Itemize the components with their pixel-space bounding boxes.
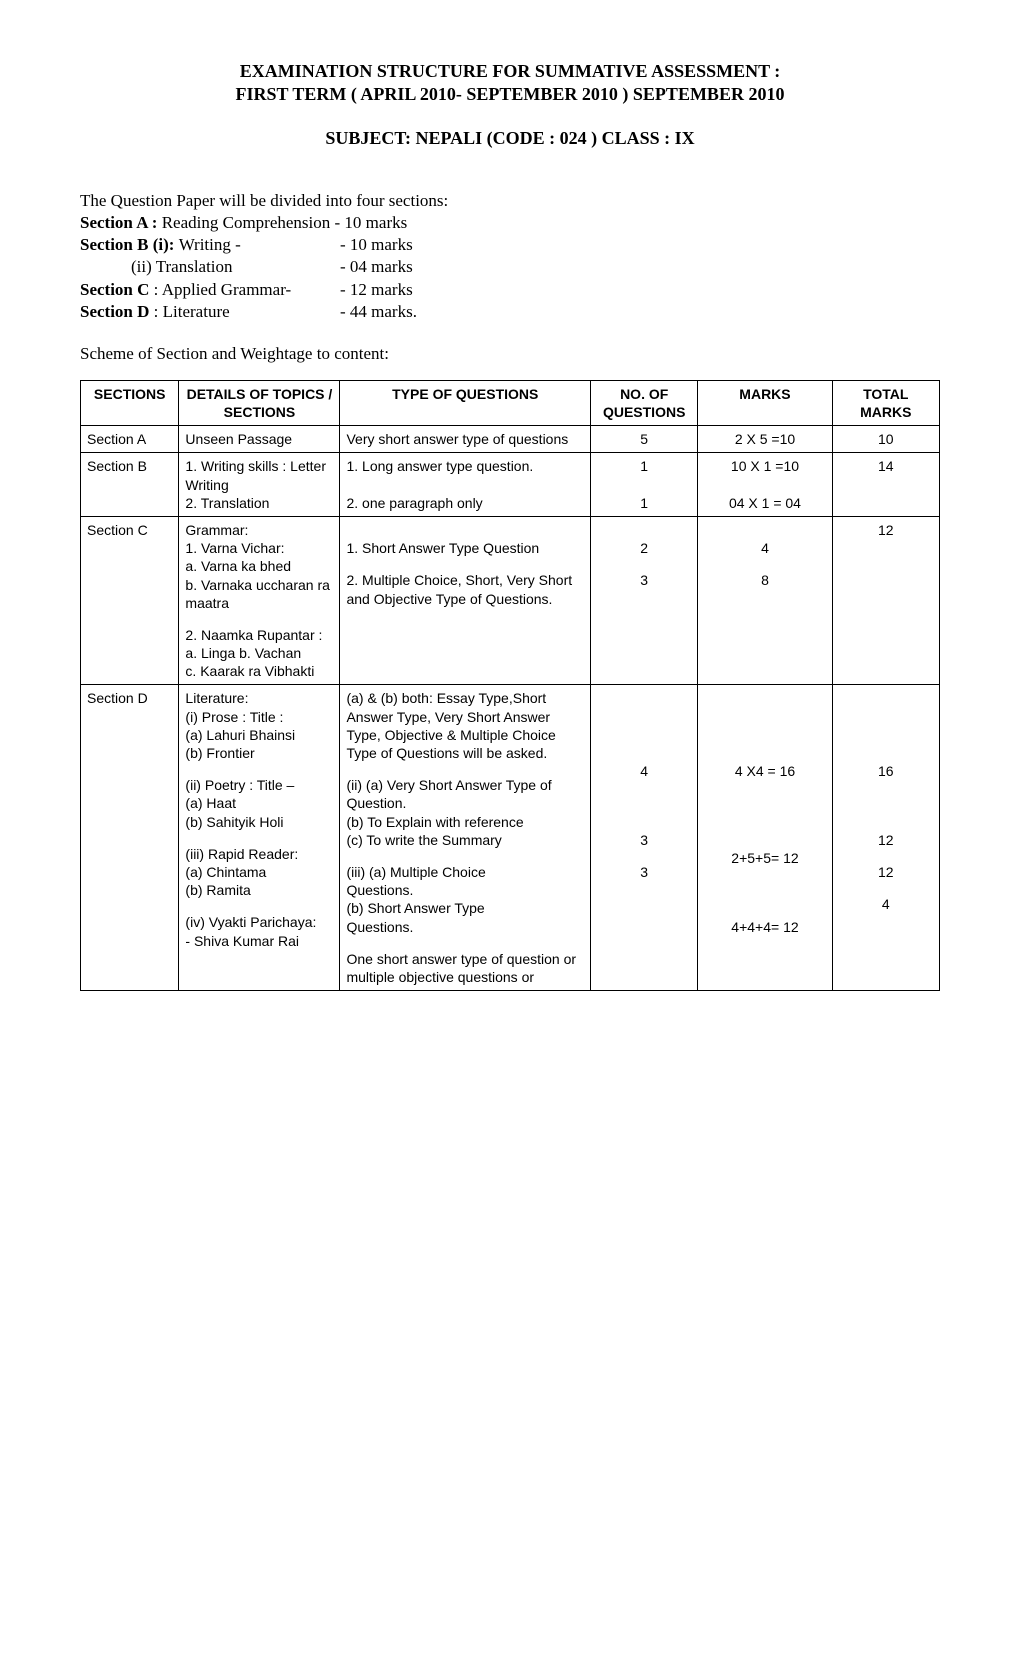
intro-marks: - 44 marks. — [340, 301, 417, 323]
intro-label: Section C : Applied Grammar- — [80, 279, 340, 301]
table-cell: Section D — [81, 685, 179, 991]
table-cell: 10 — [832, 426, 939, 453]
table-cell: Section C — [81, 516, 179, 685]
intro-block: The Question Paper will be divided into … — [80, 190, 940, 323]
intro-marks: - 04 marks — [340, 256, 413, 278]
table-cell: 4 33 — [591, 685, 698, 991]
intro-line: Section B (i): Writing -- 10 marks — [80, 234, 940, 256]
table-cell: Very short answer type of questions — [340, 426, 591, 453]
table-cell: 48 — [698, 516, 832, 685]
table-cell: 16 12124 — [832, 685, 939, 991]
document-title: EXAMINATION STRUCTURE FOR SUMMATIVE ASSE… — [80, 60, 940, 107]
table-cell: 1. Long answer type question. 2. one par… — [340, 453, 591, 517]
table-cell: 14 — [832, 453, 939, 517]
table-cell: Grammar: 1. Varna Vichar: a. Varna ka bh… — [179, 516, 340, 685]
table-cell: (a) & (b) both: Essay Type,Short Answer … — [340, 685, 591, 991]
intro-label: (ii) Translation — [80, 256, 340, 278]
table-cell: Unseen Passage — [179, 426, 340, 453]
table-cell: Section B — [81, 453, 179, 517]
title-line-2: FIRST TERM ( APRIL 2010- SEPTEMBER 2010 … — [80, 83, 940, 106]
table-row: Section B1. Writing skills : Letter Writ… — [81, 453, 940, 517]
th-noq: NO. OF QUESTIONS — [591, 380, 698, 425]
table-cell: 1 1 — [591, 453, 698, 517]
table-cell: 1. Writing skills : Letter Writing 2. Tr… — [179, 453, 340, 517]
table-cell: 1. Short Answer Type Question2. Multiple… — [340, 516, 591, 685]
intro-label: Section A : Reading Comprehension - 10 m… — [80, 212, 407, 234]
table-cell: 2 X 5 =10 — [698, 426, 832, 453]
table-cell: 12 — [832, 516, 939, 685]
table-row: Section DLiterature: (i) Prose : Title :… — [81, 685, 940, 991]
intro-lead: The Question Paper will be divided into … — [80, 190, 940, 212]
table-header-row: SECTIONS DETAILS OF TOPICS / SECTIONS TY… — [81, 380, 940, 425]
scheme-heading: Scheme of Section and Weightage to conte… — [80, 343, 940, 365]
intro-line: Section C : Applied Grammar-- 12 marks — [80, 279, 940, 301]
intro-line: (ii) Translation- 04 marks — [80, 256, 940, 278]
table-row: Section AUnseen PassageVery short answer… — [81, 426, 940, 453]
intro-line: Section A : Reading Comprehension - 10 m… — [80, 212, 940, 234]
table-cell: 5 — [591, 426, 698, 453]
title-line-1: EXAMINATION STRUCTURE FOR SUMMATIVE ASSE… — [80, 60, 940, 83]
intro-label: Section B (i): Writing - — [80, 234, 340, 256]
th-sections: SECTIONS — [81, 380, 179, 425]
table-cell: Section A — [81, 426, 179, 453]
intro-line: Section D : Literature- 44 marks. — [80, 301, 940, 323]
table-cell: Literature: (i) Prose : Title : (a) Lahu… — [179, 685, 340, 991]
table-cell: 23 — [591, 516, 698, 685]
th-marks: MARKS — [698, 380, 832, 425]
table-cell: 4 X4 = 16 2+5+5= 12 4+4+4= 12 — [698, 685, 832, 991]
intro-marks: - 12 marks — [340, 279, 413, 301]
table-cell: 10 X 1 =10 04 X 1 = 04 — [698, 453, 832, 517]
th-details: DETAILS OF TOPICS / SECTIONS — [179, 380, 340, 425]
table-row: Section CGrammar: 1. Varna Vichar: a. Va… — [81, 516, 940, 685]
intro-marks: - 10 marks — [340, 234, 413, 256]
th-type: TYPE OF QUESTIONS — [340, 380, 591, 425]
subject-line: SUBJECT: NEPALI (CODE : 024 ) CLASS : IX — [80, 127, 940, 150]
intro-label: Section D : Literature — [80, 301, 340, 323]
scheme-table: SECTIONS DETAILS OF TOPICS / SECTIONS TY… — [80, 380, 940, 991]
th-total: TOTAL MARKS — [832, 380, 939, 425]
